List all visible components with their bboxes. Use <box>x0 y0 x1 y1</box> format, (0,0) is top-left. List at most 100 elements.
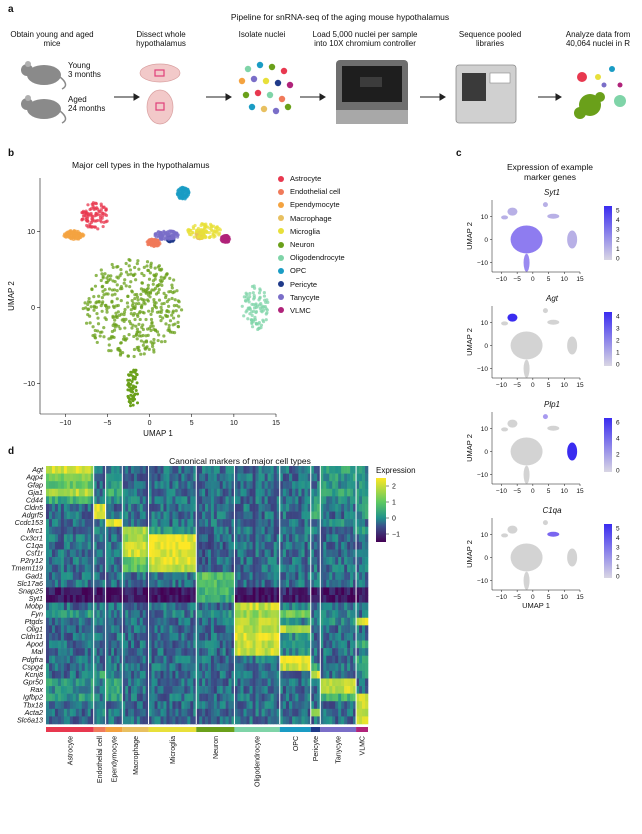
heatmap-cell <box>116 564 120 573</box>
heatmap-cell <box>187 496 191 505</box>
heatmap-cell <box>323 549 327 558</box>
heatmap-cell <box>255 503 259 512</box>
heatmap-cell <box>96 572 100 581</box>
heatmap-cell <box>323 557 327 565</box>
heatmap-cell <box>54 701 59 710</box>
heatmap-cell <box>289 534 293 543</box>
umap-point <box>99 278 103 283</box>
heatmap-cell <box>131 670 135 679</box>
heatmap-cell <box>131 541 135 550</box>
heatmap-cell <box>276 678 281 687</box>
heatmap-cell <box>66 466 71 474</box>
heatmap-cell <box>128 481 132 490</box>
heatmap-cell <box>338 534 342 543</box>
heatmap-cell <box>111 473 115 482</box>
heatmap-cell <box>243 511 247 520</box>
x-tick-label: 5 <box>190 420 194 427</box>
heatmap-cell <box>78 557 83 565</box>
heatmap-cell <box>169 655 173 664</box>
umap-point <box>85 219 89 223</box>
heatmap-cell <box>169 648 173 657</box>
heatmap-cell <box>332 587 336 596</box>
heatmap-cell <box>111 511 115 520</box>
heatmap-cell <box>128 488 132 497</box>
heatmap-cell <box>178 686 182 694</box>
heatmap-cell <box>292 473 296 482</box>
heatmap-cell <box>231 579 235 588</box>
heatmap-cell <box>301 466 305 474</box>
heatmap-cell <box>222 610 226 619</box>
heatmap-cell <box>54 488 59 497</box>
heatmap-cell <box>125 640 129 649</box>
heatmap-cell <box>289 595 293 603</box>
heatmap-cell <box>184 640 188 649</box>
gene-title: C1qa <box>542 506 562 515</box>
heatmap-cell <box>46 496 50 505</box>
heatmap-cell <box>178 640 182 649</box>
heatmap-cell <box>108 648 112 657</box>
heatmap-cell <box>332 473 336 482</box>
heatmap-cell <box>261 595 265 603</box>
heatmap-cell <box>105 693 109 702</box>
heatmap-cell <box>249 655 253 664</box>
heatmap-cell <box>96 595 100 603</box>
heatmap-cell <box>208 519 212 528</box>
heatmap-cell <box>199 632 203 641</box>
heatmap-cell <box>199 572 203 581</box>
heatmap-cell <box>93 701 97 710</box>
heatmap-cell <box>341 503 345 512</box>
umap-point <box>265 308 269 312</box>
heatmap-cell <box>190 579 194 588</box>
umap-point <box>129 272 133 276</box>
step-6-label: Analyze data from 40,064 nuclei in R <box>565 30 631 48</box>
heatmap-cell <box>66 625 71 634</box>
heatmap-cell <box>258 466 262 474</box>
umap-point <box>175 289 179 293</box>
heatmap-cell <box>295 466 299 474</box>
heatmap-cell <box>151 557 155 565</box>
umap-point <box>149 261 153 265</box>
heatmap-cell <box>323 655 327 664</box>
heatmap-cell <box>313 557 318 565</box>
umap-point <box>145 264 149 268</box>
heatmap-cell <box>289 686 293 694</box>
heatmap-cell <box>255 602 259 611</box>
heatmap-cell <box>133 693 138 702</box>
heatmap-cell <box>196 526 200 535</box>
heatmap-cell <box>208 541 212 550</box>
heatmap-cell <box>87 511 92 520</box>
heatmap-cell <box>216 686 221 694</box>
heatmap-cell <box>190 625 194 634</box>
heatmap-cell <box>313 648 318 657</box>
heatmap-cell <box>72 610 77 619</box>
heatmap-cell <box>264 488 268 497</box>
heatmap-cell <box>279 617 284 626</box>
heatmap-cell <box>246 564 250 573</box>
heatmap-cell <box>175 511 179 520</box>
heatmap-cell <box>78 503 83 512</box>
umap-point <box>193 223 197 228</box>
heatmap-cell <box>48 625 53 634</box>
umap-point <box>171 311 175 315</box>
heatmap-cell <box>157 473 161 482</box>
heatmap-cell <box>119 701 123 710</box>
heatmap-cell <box>184 572 188 581</box>
heatmap-cell <box>169 511 173 520</box>
heatmap-cell <box>301 663 305 672</box>
heatmap-cell <box>108 541 112 550</box>
heatmap-cell <box>178 534 182 543</box>
heatmap-cell <box>99 640 103 649</box>
heatmap-cell <box>119 496 123 505</box>
heatmap-cell <box>178 519 182 528</box>
heatmap-cell <box>307 526 312 535</box>
heatmap-cell <box>298 625 302 634</box>
umap-point <box>147 347 151 351</box>
heatmap-cell <box>273 503 278 512</box>
heatmap-cell <box>60 496 65 505</box>
heatmap-cell <box>347 655 351 664</box>
heatmap-cell <box>231 587 235 596</box>
heatmap-cell <box>63 511 68 520</box>
heatmap-cell <box>60 670 65 679</box>
umap-point <box>136 298 140 302</box>
heatmap-cell <box>234 557 238 565</box>
